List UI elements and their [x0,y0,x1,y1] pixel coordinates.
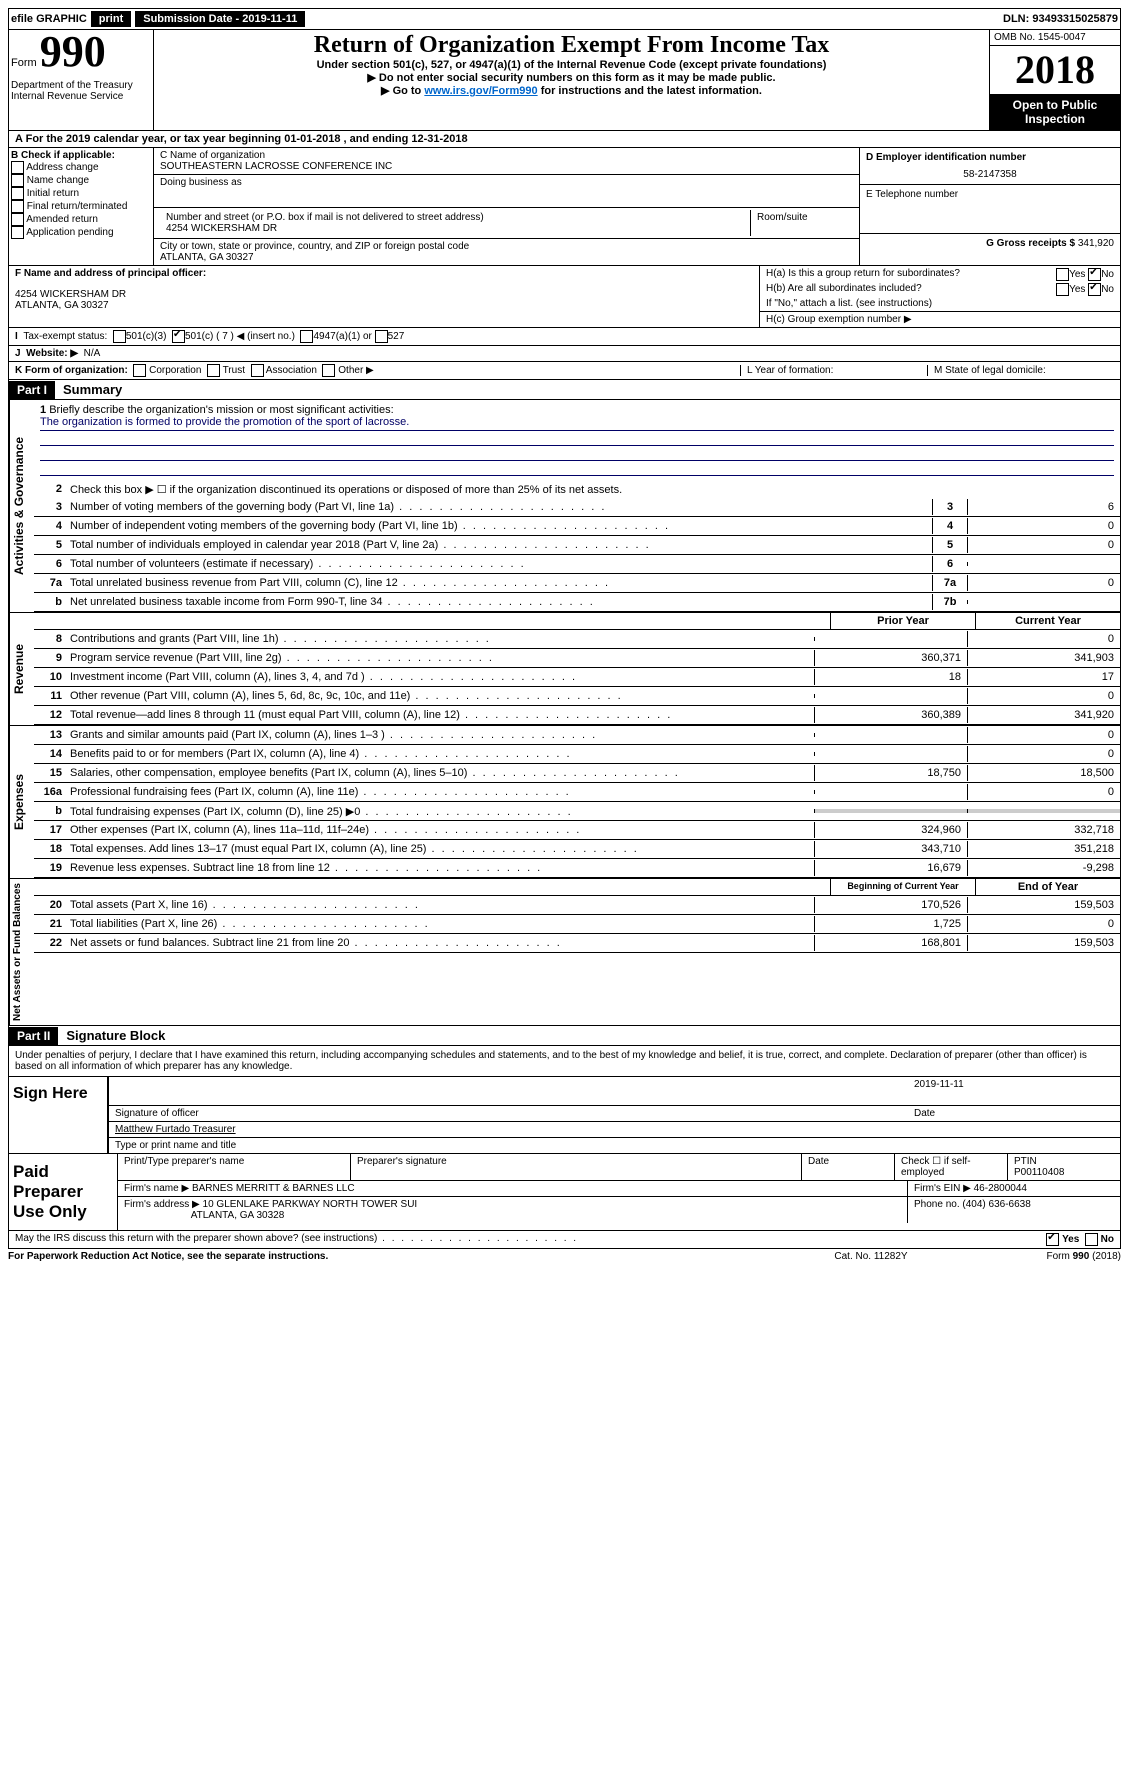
org-city: ATLANTA, GA 30327 [160,252,853,263]
hb-note: If "No," attach a list. (see instruction… [760,296,1120,311]
footer-row: For Paperwork Reduction Act Notice, see … [8,1249,1121,1264]
discuss-row: May the IRS discuss this return with the… [8,1231,1121,1249]
gross-receipts: 341,920 [1078,238,1114,249]
table-row: 15Salaries, other compensation, employee… [34,764,1120,783]
part2-header: Part II Signature Block [8,1026,1121,1046]
part1-expenses: Expenses 13Grants and similar amounts pa… [8,726,1121,879]
b-label: B Check if applicable: [11,150,151,161]
table-row: bNet unrelated business taxable income f… [34,593,1120,612]
line-i: I Tax-exempt status: 501(c)(3) 501(c) ( … [8,328,1121,346]
line-j: J Website: ▶ N/A [8,346,1121,362]
irs-link[interactable]: www.irs.gov/Form990 [424,85,537,97]
d-ein-label: D Employer identification number [866,152,1114,163]
perjury-declaration: Under penalties of perjury, I declare th… [8,1046,1121,1077]
table-row: 10Investment income (Part VIII, column (… [34,668,1120,687]
ein-value: 58-2147358 [866,169,1114,180]
check-app-pending[interactable]: Application pending [11,226,151,239]
l-year: L Year of formation: [740,365,927,376]
hb-label: H(b) Are all subordinates included? [766,283,922,294]
submission-date: Submission Date - 2019-11-11 [135,11,305,27]
top-bar: efile GRAPHIC print Submission Date - 20… [8,8,1121,30]
city-label: City or town, state or province, country… [160,241,853,252]
table-row: 5Total number of individuals employed in… [34,536,1120,555]
table-row: 19Revenue less expenses. Subtract line 1… [34,859,1120,878]
efile-link[interactable]: efile GRAPHIC [11,13,87,25]
org-address: 4254 WICKERSHAM DR [166,223,744,234]
form-title: Return of Organization Exempt From Incom… [162,32,981,59]
table-row: bTotal fundraising expenses (Part IX, co… [34,802,1120,821]
section-fh: F Name and address of principal officer:… [8,266,1121,328]
sign-here-block: Sign Here 2019-11-11 Signature of office… [8,1077,1121,1154]
c-name-label: C Name of organization [160,150,853,161]
vlabel-netassets: Net Assets or Fund Balances [9,879,34,1025]
hc-label: H(c) Group exemption number ▶ [760,311,1120,327]
table-row: 20Total assets (Part X, line 16)170,5261… [34,896,1120,915]
dba-label: Doing business as [160,177,853,188]
dept-treasury: Department of the Treasury Internal Reve… [11,80,151,102]
part1-header: Part I Summary [8,380,1121,400]
table-row: 11Other revenue (Part VIII, column (A), … [34,687,1120,706]
table-row: 22Net assets or fund balances. Subtract … [34,934,1120,953]
part1-revenue: Revenue Prior Year Current Year 8Contrib… [8,613,1121,726]
table-row: 6Total number of volunteers (estimate if… [34,555,1120,574]
table-row: 14Benefits paid to or for members (Part … [34,745,1120,764]
goto-post: for instructions and the latest informat… [541,85,762,97]
addr-label: Number and street (or P.O. box if mail i… [166,212,744,223]
open-public-badge: Open to Public Inspection [990,94,1120,130]
m-state: M State of legal domicile: [927,365,1114,376]
goto-pre: Go to [393,85,425,97]
form-label: Form [11,57,37,69]
form-number: 990 [40,27,106,76]
room-suite-label: Room/suite [751,210,853,236]
table-row: 9Program service revenue (Part VIII, lin… [34,649,1120,668]
tax-year: 2018 [990,46,1120,94]
vlabel-expenses: Expenses [9,726,34,878]
table-row: 18Total expenses. Add lines 13–17 (must … [34,840,1120,859]
g-receipts-label: G Gross receipts $ [986,238,1075,249]
f-label: F Name and address of principal officer: [15,268,753,279]
officer-addr2: ATLANTA, GA 30327 [15,300,753,311]
e-phone-label: E Telephone number [866,189,1114,200]
table-row: 16aProfessional fundraising fees (Part I… [34,783,1120,802]
table-row: 7aTotal unrelated business revenue from … [34,574,1120,593]
table-row: 4Number of independent voting members of… [34,517,1120,536]
dln: DLN: 93493315025879 [1003,13,1118,25]
table-row: 8Contributions and grants (Part VIII, li… [34,630,1120,649]
form-header: Form 990 Department of the Treasury Inte… [8,30,1121,131]
omb-number: OMB No. 1545-0047 [990,30,1120,46]
header-sub2: Do not enter social security numbers on … [162,71,981,84]
print-button[interactable]: print [91,11,131,27]
mission-text: The organization is formed to provide th… [40,416,1114,431]
paid-preparer-block: Paid Preparer Use Only Print/Type prepar… [8,1154,1121,1231]
table-row: 13Grants and similar amounts paid (Part … [34,726,1120,745]
vlabel-governance: Activities & Governance [9,400,34,612]
org-name: SOUTHEASTERN LACROSSE CONFERENCE INC [160,161,853,172]
check-amended[interactable]: Amended return [11,213,151,226]
table-row: 17Other expenses (Part IX, column (A), l… [34,821,1120,840]
check-name-change[interactable]: Name change [11,174,151,187]
table-row: 21Total liabilities (Part X, line 26)1,7… [34,915,1120,934]
line-a-period: A For the 2019 calendar year, or tax yea… [8,131,1121,148]
check-final-return[interactable]: Final return/terminated [11,200,151,213]
part1-governance: Activities & Governance 1 Briefly descri… [8,400,1121,613]
section-bcd: B Check if applicable: Address change Na… [8,148,1121,266]
vlabel-revenue: Revenue [9,613,34,725]
line-klm: K Form of organization: Corporation Trus… [8,362,1121,380]
part1-netassets: Net Assets or Fund Balances Beginning of… [8,879,1121,1026]
check-address-change[interactable]: Address change [11,161,151,174]
table-row: 12Total revenue—add lines 8 through 11 (… [34,706,1120,725]
table-row: 3Number of voting members of the governi… [34,498,1120,517]
check-initial-return[interactable]: Initial return [11,187,151,200]
officer-addr1: 4254 WICKERSHAM DR [15,289,753,300]
header-sub1: Under section 501(c), 527, or 4947(a)(1)… [162,59,981,71]
ha-label: H(a) Is this a group return for subordin… [766,268,960,279]
